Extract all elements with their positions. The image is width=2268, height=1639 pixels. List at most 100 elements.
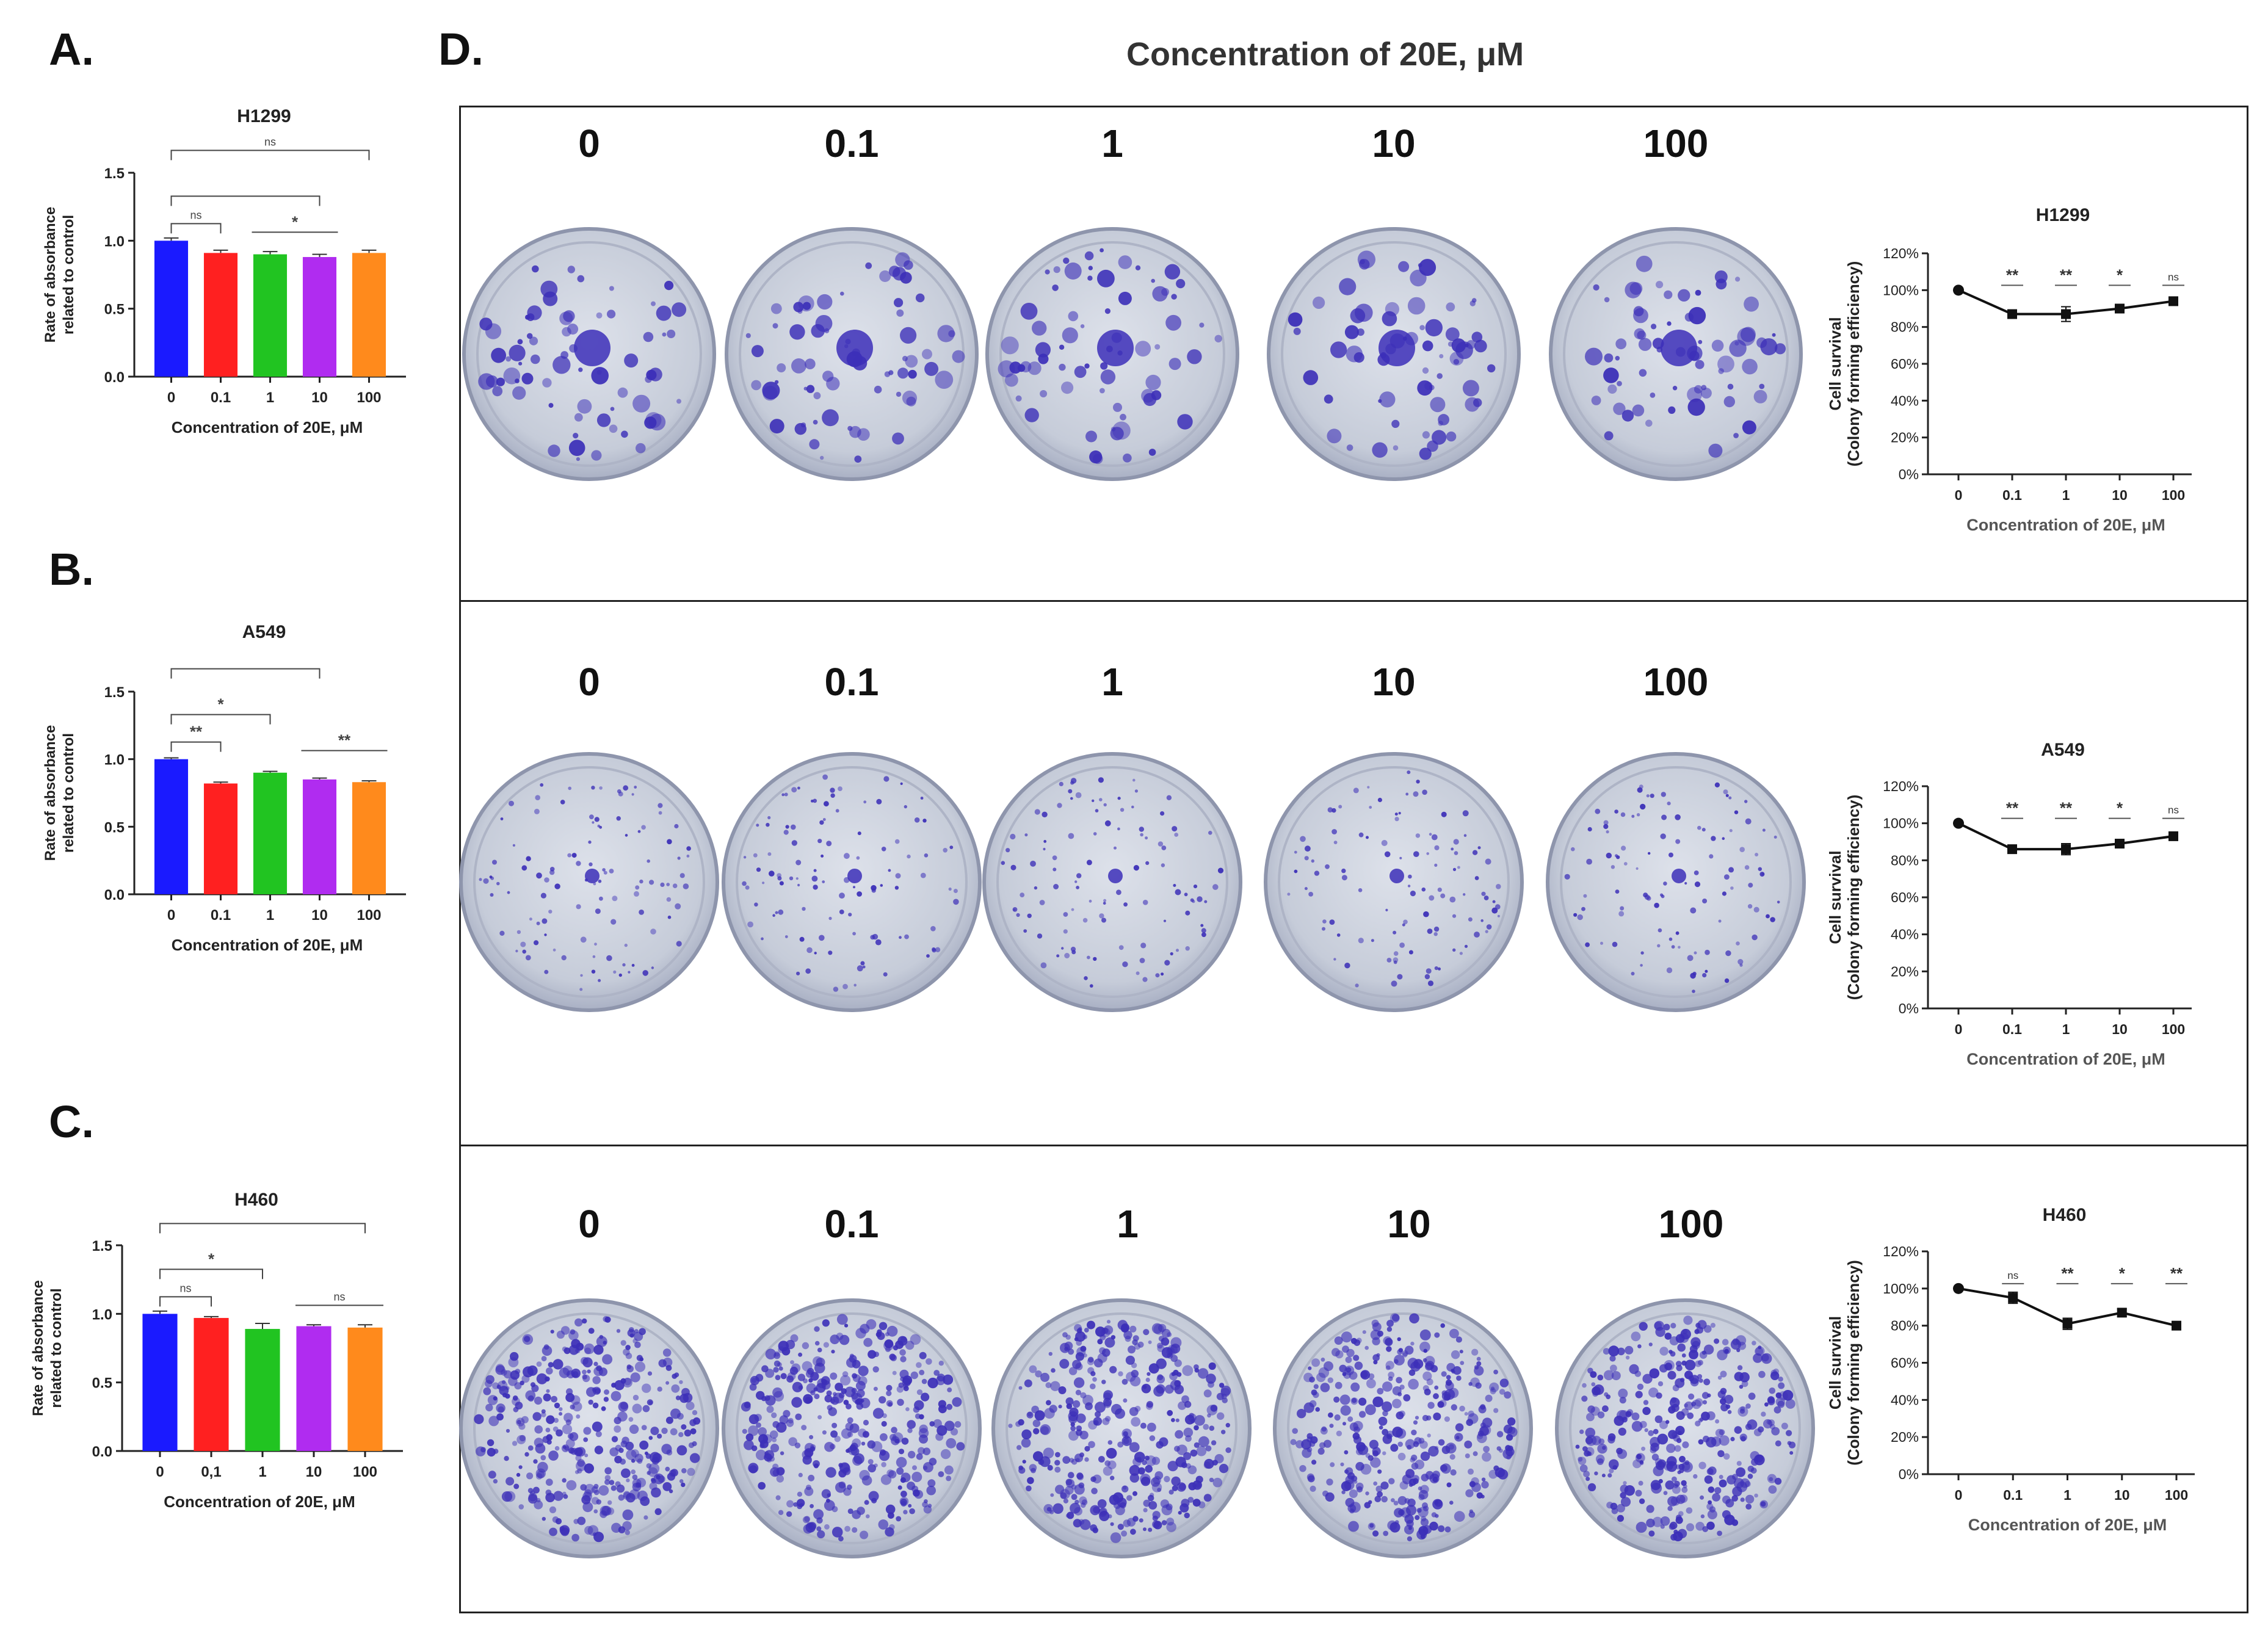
colony [1129, 1442, 1140, 1453]
x-tick-label: 10 [311, 389, 328, 406]
colony [1632, 404, 1645, 417]
colony [944, 1465, 954, 1475]
colony [821, 1489, 831, 1499]
colony [1201, 932, 1206, 938]
colony [1739, 1384, 1744, 1389]
colony [831, 1350, 835, 1354]
data-point [2062, 1319, 2073, 1329]
colony [814, 1341, 820, 1346]
colony [1329, 919, 1335, 925]
colony [1325, 864, 1330, 869]
colony [1449, 1454, 1455, 1460]
colony [1099, 798, 1103, 801]
colony [534, 1438, 544, 1447]
colony [614, 1380, 625, 1391]
colony [596, 1499, 601, 1505]
colony [592, 1402, 599, 1409]
colony [1222, 1397, 1228, 1403]
colony [549, 869, 555, 875]
colony [1147, 1422, 1156, 1432]
colony [1157, 1374, 1164, 1381]
colony [1473, 398, 1482, 407]
colony [615, 1444, 622, 1452]
colony [930, 926, 936, 932]
x-tick-label: 1 [258, 1464, 266, 1480]
dish-inner-ring [1563, 241, 1789, 467]
colony [1068, 1430, 1079, 1441]
colony [1024, 408, 1039, 422]
colony [1422, 367, 1429, 374]
colony [1747, 904, 1753, 909]
colony [1684, 1401, 1694, 1411]
sig-label: * [2119, 1264, 2126, 1283]
colony [1117, 1441, 1124, 1448]
colony [632, 1474, 638, 1480]
colony [1441, 811, 1447, 817]
colony [620, 1340, 626, 1346]
colony [1418, 263, 1422, 267]
colony [1420, 1518, 1429, 1527]
colony [1142, 900, 1148, 905]
colony [1010, 864, 1016, 870]
bar [142, 1314, 178, 1451]
colony [544, 933, 547, 936]
colony [748, 1425, 759, 1436]
colony [1303, 1402, 1314, 1413]
colony [1308, 892, 1314, 897]
colony [1192, 1499, 1201, 1507]
x-tick-label: 0 [1955, 1021, 1963, 1037]
colony [504, 1456, 509, 1461]
colony [802, 1516, 810, 1524]
colony [1104, 1337, 1115, 1348]
colony [1099, 1507, 1107, 1516]
sig-label: ns [333, 1290, 345, 1303]
y-tick-label: 60% [1891, 356, 1919, 372]
colony [1151, 278, 1155, 283]
colony [1386, 958, 1392, 963]
colony [545, 1478, 553, 1486]
dish-label: 0.1 [824, 660, 879, 704]
colony [1062, 1456, 1071, 1464]
colony [822, 880, 825, 883]
colony [1667, 321, 1672, 326]
colony [1399, 856, 1402, 859]
colony [791, 824, 796, 830]
colony [521, 865, 527, 871]
colony [546, 1434, 553, 1441]
colony [1123, 454, 1132, 463]
colony [568, 786, 571, 791]
colony [512, 386, 526, 400]
colony [652, 1453, 662, 1463]
colony [1299, 1465, 1306, 1472]
colony [1208, 1381, 1214, 1388]
colony [909, 1508, 915, 1514]
panel-label-a: A. [49, 24, 94, 74]
colony [1404, 1524, 1414, 1535]
colony [916, 1362, 922, 1368]
y-tick-label: 0% [1899, 1000, 1919, 1016]
colony [824, 1500, 835, 1511]
colony [1426, 1378, 1433, 1386]
colony [903, 1510, 908, 1514]
colony [508, 1377, 518, 1386]
colony [772, 323, 778, 329]
colony [755, 1449, 767, 1461]
colony [488, 1471, 496, 1479]
colony [1140, 833, 1143, 837]
colony [1459, 952, 1463, 955]
sig-label: ** [2060, 266, 2073, 284]
colony [1153, 1475, 1162, 1485]
colony [1455, 1423, 1464, 1432]
colony [606, 955, 612, 961]
y-axis-label: related to control [48, 1288, 65, 1408]
colony [1666, 1443, 1676, 1453]
colony [554, 883, 560, 889]
colony [1009, 361, 1022, 374]
colony [501, 1491, 513, 1502]
colony [686, 855, 690, 858]
colony [1135, 265, 1141, 270]
colony [949, 845, 954, 849]
colony [1040, 1372, 1049, 1382]
colony [510, 1351, 519, 1361]
